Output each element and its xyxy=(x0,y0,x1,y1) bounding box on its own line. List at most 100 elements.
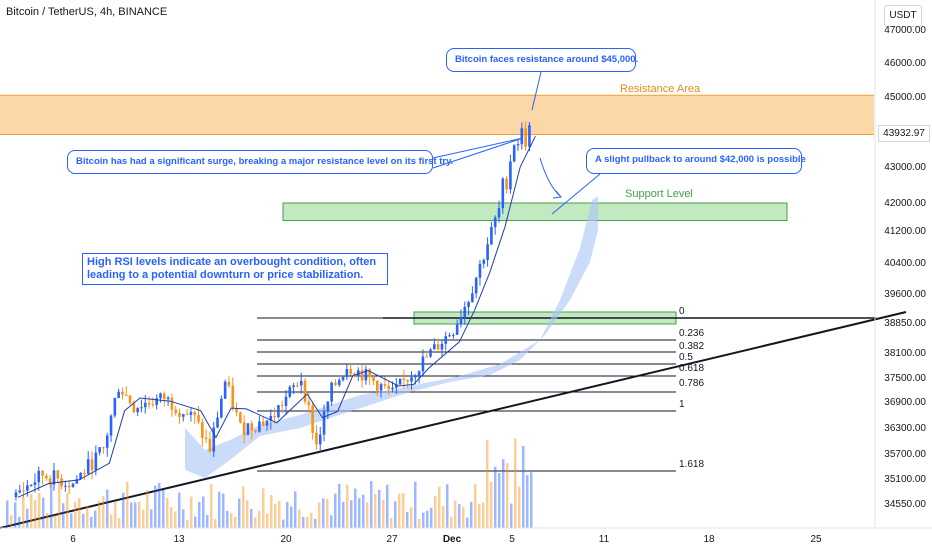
volume-bar xyxy=(518,486,521,528)
volume-bar xyxy=(298,509,301,528)
candle-body xyxy=(330,382,333,402)
candle-body xyxy=(166,397,170,400)
volume-bar xyxy=(10,515,13,528)
candle-body xyxy=(86,459,90,474)
volume-bar xyxy=(402,492,405,528)
candle-body xyxy=(303,380,307,402)
candle-body xyxy=(467,302,470,308)
candle-body xyxy=(189,411,193,415)
resistance-callout[interactable]: Bitcoin faces resistance around $45,000. xyxy=(446,48,638,72)
volume-bar xyxy=(358,498,361,528)
volume-bar xyxy=(382,499,385,528)
candle-body xyxy=(520,128,524,145)
volume-bar xyxy=(90,516,93,528)
candle-body xyxy=(204,437,208,439)
volume-bar xyxy=(70,513,73,528)
volume-bar xyxy=(318,502,321,528)
volume-bar xyxy=(394,501,397,528)
surge-callout[interactable]: Bitcoin has had a significant surge, bre… xyxy=(67,150,453,174)
candle-body xyxy=(482,260,486,264)
volume-bar xyxy=(214,519,217,528)
pullback-callout[interactable]: A slight pullback to around $42,000 is p… xyxy=(586,148,806,174)
candle-body xyxy=(524,128,527,147)
volume-bar xyxy=(466,517,469,528)
candle-body xyxy=(67,485,71,488)
candle-body xyxy=(284,396,288,406)
candle-body xyxy=(364,369,368,381)
candle-body xyxy=(379,384,383,391)
candle-body xyxy=(463,307,467,318)
candle-body xyxy=(216,417,219,428)
candle-body xyxy=(292,385,295,388)
volume-bar xyxy=(406,511,409,528)
candle-body xyxy=(429,349,432,357)
fib-level-label: 0.618 xyxy=(679,363,705,374)
price-tick: 36300.00 xyxy=(884,423,926,434)
volume-bar xyxy=(14,502,17,528)
volume-bar xyxy=(178,492,181,528)
candle-body xyxy=(227,381,231,386)
volume-bar xyxy=(34,500,37,528)
price-tick: 38850.00 xyxy=(884,318,926,329)
candle-body xyxy=(516,144,520,146)
volume-bar xyxy=(194,516,197,528)
candle-body xyxy=(345,369,349,378)
candle-body xyxy=(109,415,113,436)
volume-bar xyxy=(478,503,481,528)
candle-body xyxy=(528,125,531,147)
candle-body xyxy=(315,432,318,445)
volume-bar xyxy=(262,488,265,528)
volume-bar xyxy=(310,512,313,528)
currency-selector[interactable]: USDT xyxy=(884,5,922,27)
volume-bar xyxy=(118,518,121,528)
candle-body xyxy=(37,470,41,483)
candle-body xyxy=(471,293,474,303)
volume-bar xyxy=(430,507,433,528)
volume-bar xyxy=(190,496,193,528)
volume-bar xyxy=(490,481,493,528)
volume-bar xyxy=(30,493,33,528)
support-zone xyxy=(282,202,788,221)
candle-body xyxy=(223,381,227,399)
candle-body xyxy=(52,470,56,485)
candle-body xyxy=(90,459,94,471)
volume-bar xyxy=(250,508,253,528)
ichimoku-cloud xyxy=(185,196,598,478)
volume-bar xyxy=(198,501,201,528)
volume-bar xyxy=(158,482,161,528)
candle-body xyxy=(155,398,158,406)
candle-body xyxy=(79,472,82,480)
candle-body xyxy=(22,490,25,492)
candle-body xyxy=(208,438,212,452)
rsi-note[interactable]: High RSI levels indicate an overbought c… xyxy=(82,253,388,285)
candle-body xyxy=(452,334,455,336)
last-price-tag: 43932.97 xyxy=(878,125,930,142)
volume-bar xyxy=(142,509,145,528)
resistance-callout-pointer xyxy=(531,71,542,111)
candle-body xyxy=(318,434,322,445)
volume-bar xyxy=(18,516,21,528)
candle-body xyxy=(250,423,254,430)
volume-bar xyxy=(438,486,441,528)
price-tick: 40400.00 xyxy=(884,258,926,269)
volume-bar xyxy=(170,507,173,528)
symbol-header: Bitcoin / TetherUS, 4h, BINANCE xyxy=(6,6,168,18)
candle-body xyxy=(277,405,280,418)
volume-bar xyxy=(486,439,489,528)
price-tick: 35100.00 xyxy=(884,474,926,485)
volume-bar xyxy=(270,495,273,528)
volume-bar xyxy=(162,490,165,528)
volume-bar xyxy=(454,500,457,528)
volume-bar xyxy=(226,510,229,528)
candle-body xyxy=(48,478,52,485)
candle-body xyxy=(220,398,223,418)
candle-body xyxy=(368,369,371,377)
candle-body xyxy=(258,421,261,432)
fib-level-label: 0.786 xyxy=(679,378,705,389)
volume-bar xyxy=(322,498,325,528)
price-tick: 42000.00 xyxy=(884,198,926,209)
volume-bar xyxy=(482,502,485,528)
candle-body xyxy=(334,382,337,385)
volume-bar xyxy=(366,502,369,528)
